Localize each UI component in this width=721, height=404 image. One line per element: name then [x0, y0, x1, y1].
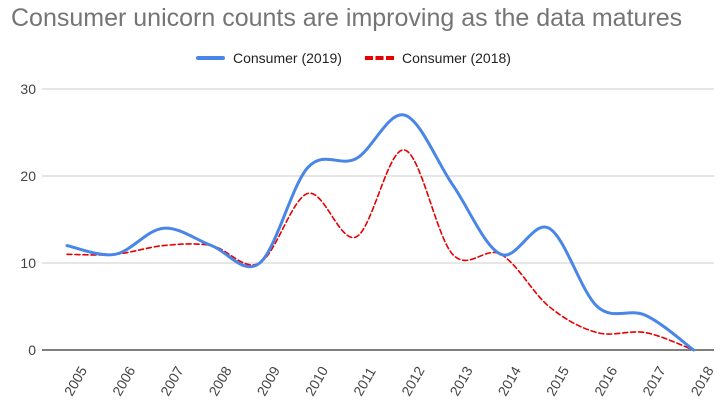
x-tick-label: 2018	[687, 363, 717, 398]
x-tick-label: 2009	[254, 363, 284, 398]
x-tick-label: 2007	[157, 363, 187, 398]
chart-title: Consumer unicorn counts are improving as…	[11, 4, 683, 32]
x-tick-label: 2015	[543, 363, 573, 398]
x-tick-label: 2010	[302, 363, 332, 398]
x-tick-label: 2016	[591, 363, 621, 398]
x-tick-label: 2011	[350, 364, 379, 398]
legend: Consumer (2019) Consumer (2018)	[0, 48, 721, 68]
series-line-consumer-2018	[66, 149, 695, 351]
y-tick-label: 20	[20, 168, 36, 184]
legend-label-consumer-2019: Consumer (2019)	[233, 50, 342, 66]
x-tick-label: 2005	[61, 363, 91, 398]
legend-item-consumer-2018: Consumer (2018)	[365, 48, 511, 68]
legend-label-consumer-2018: Consumer (2018)	[402, 50, 511, 66]
x-tick-label: 2013	[446, 363, 476, 398]
x-tick-label: 2017	[639, 363, 669, 398]
x-tick-label: 2006	[109, 363, 139, 398]
y-tick-label: 0	[28, 342, 36, 358]
x-tick-label: 2012	[398, 363, 428, 398]
legend-item-consumer-2019: Consumer (2019)	[196, 48, 342, 68]
y-tick-label: 30	[20, 81, 36, 97]
y-tick-label: 10	[20, 255, 36, 271]
legend-swatch-consumer-2019	[196, 56, 225, 60]
x-tick-label: 2014	[495, 363, 525, 398]
series-line-consumer-2019	[65, 113, 696, 352]
legend-swatch-consumer-2018	[365, 56, 394, 60]
x-tick-label: 2008	[205, 363, 235, 398]
